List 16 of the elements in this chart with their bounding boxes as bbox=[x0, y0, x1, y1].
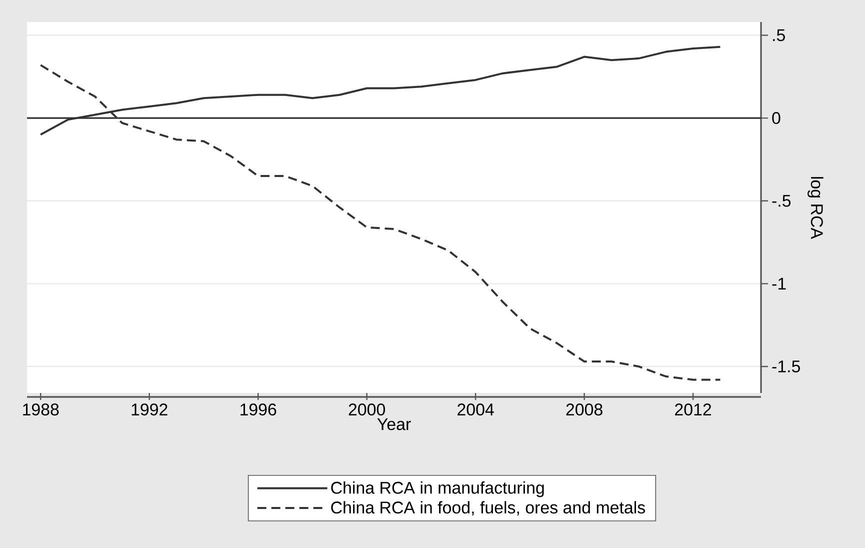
x-axis-title: Year bbox=[377, 418, 411, 430]
x-tick-label: 1996 bbox=[240, 404, 276, 416]
x-tick-label: 2012 bbox=[675, 404, 712, 416]
y-tick-label: -1.5 bbox=[772, 360, 800, 372]
legend-label: China RCA in manufacturing bbox=[331, 481, 544, 498]
x-tick-label: 2008 bbox=[566, 404, 602, 416]
y-tick-label: -.5 bbox=[772, 194, 791, 207]
legend-label: China RCA in food, fuels, ores and metals bbox=[331, 501, 645, 516]
x-tick-label: 1992 bbox=[132, 404, 168, 416]
y-tick-label: .5 bbox=[773, 29, 785, 42]
y-tick-label: -1 bbox=[772, 278, 786, 290]
y-tick-label: 0 bbox=[772, 112, 780, 124]
y-axis-title: log RCA bbox=[808, 177, 824, 239]
x-tick-label: 2000 bbox=[348, 404, 385, 416]
x-tick-label: 2004 bbox=[458, 404, 494, 416]
x-tick-label: 1988 bbox=[23, 404, 59, 416]
